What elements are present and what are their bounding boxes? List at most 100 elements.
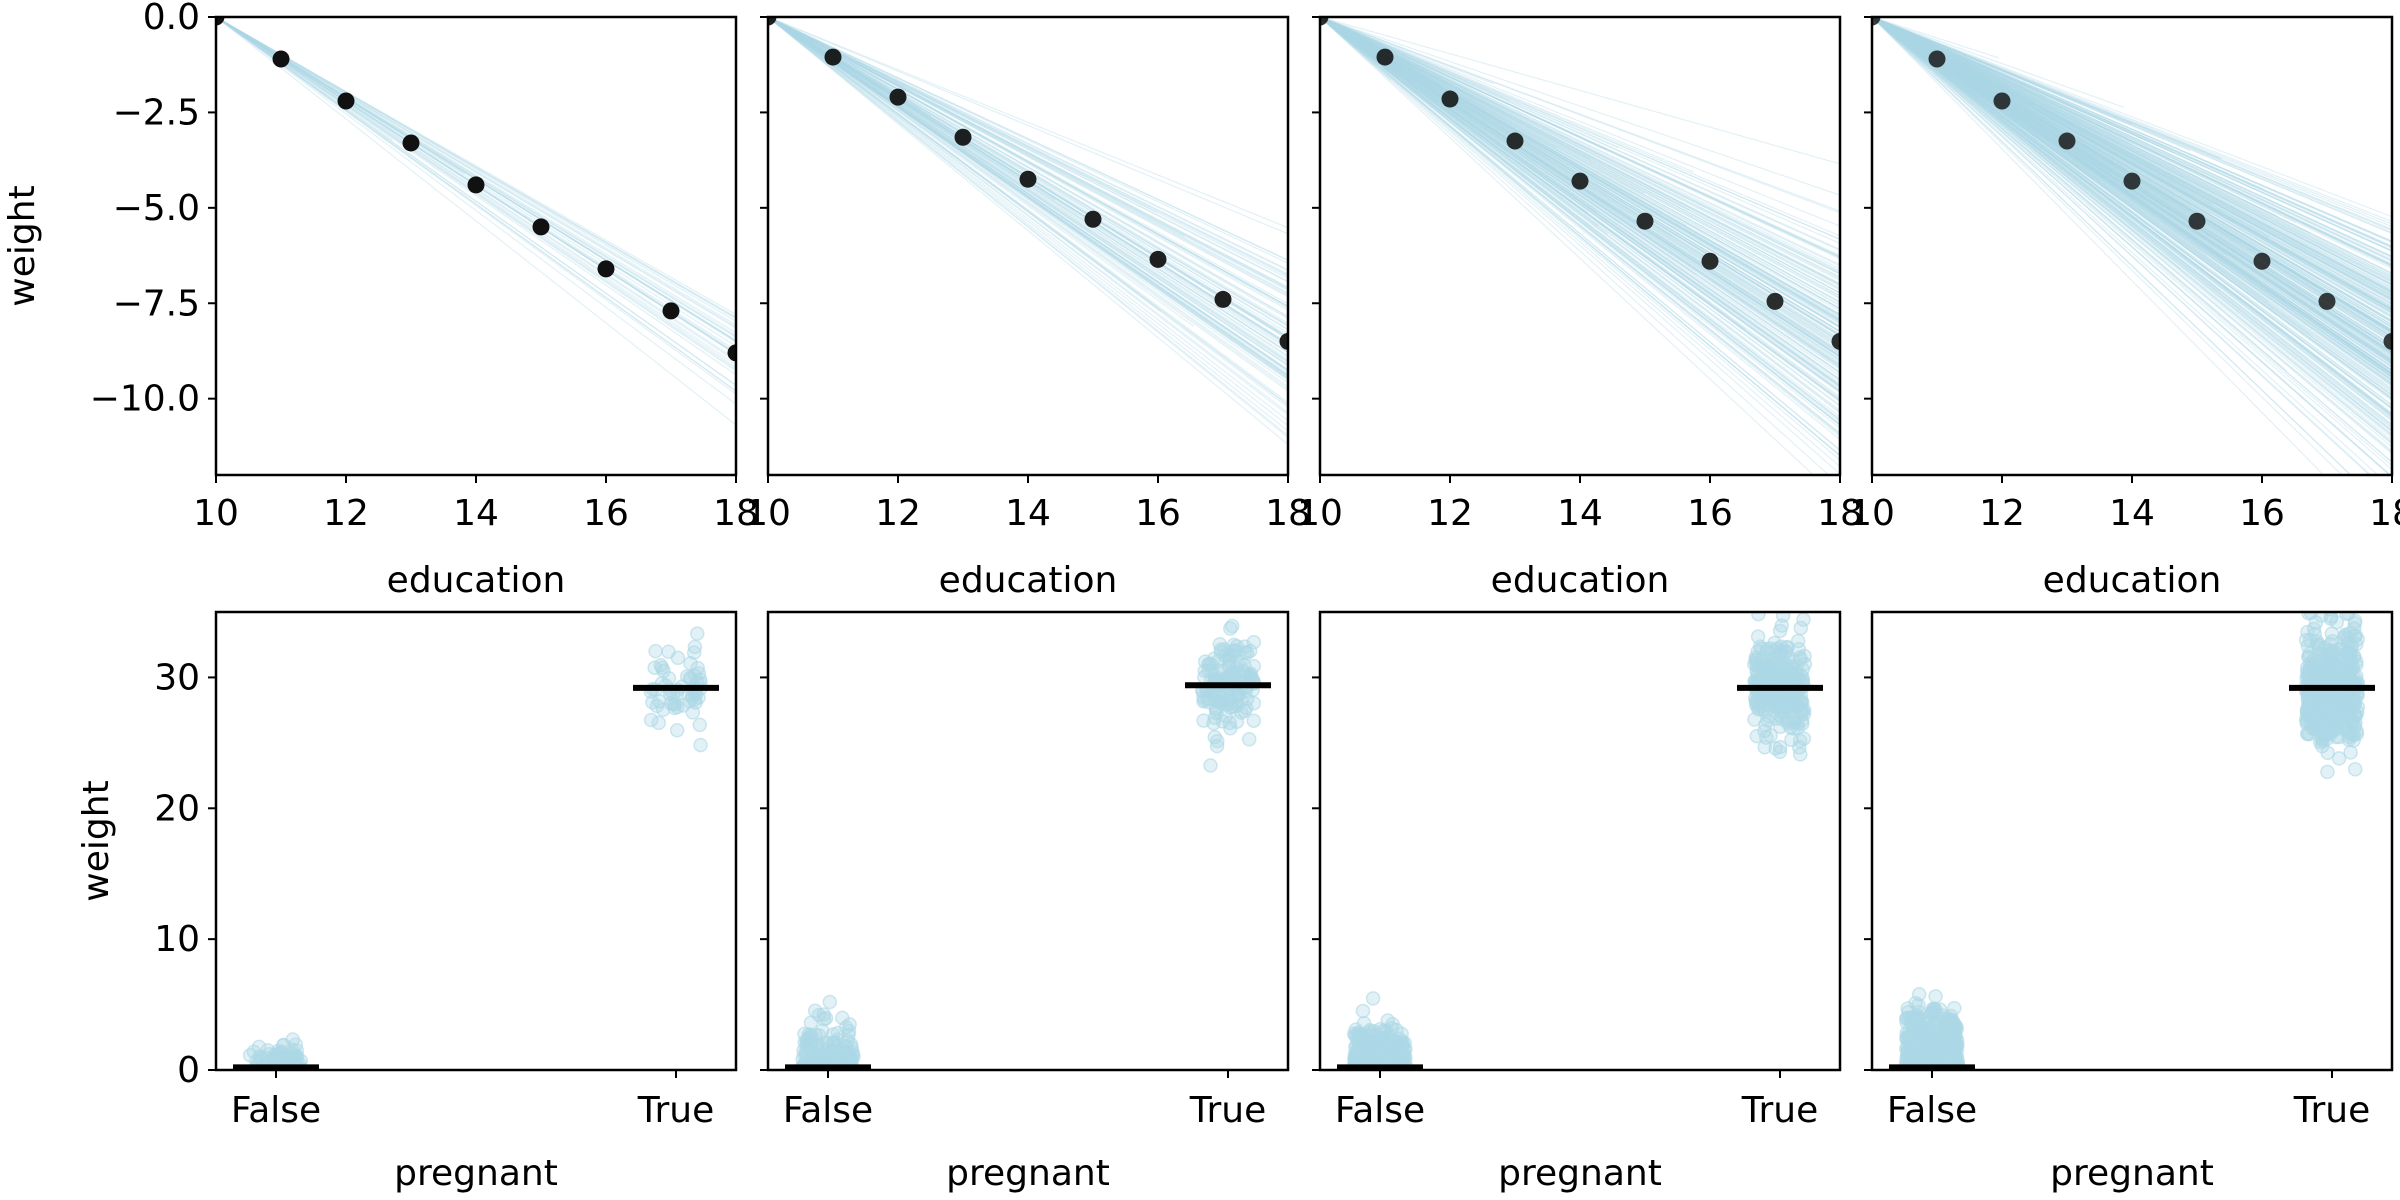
data-point <box>1394 1034 1410 1049</box>
sample-line <box>1872 17 2392 258</box>
sample-line <box>1320 17 1840 297</box>
sample-line <box>768 17 1288 376</box>
sample-line <box>1872 17 2392 288</box>
sample-line <box>1320 17 1840 423</box>
sample-line <box>1872 17 2392 227</box>
sample-line <box>1872 17 2294 312</box>
data-point <box>2309 634 2325 649</box>
sample-line <box>1872 17 2392 368</box>
data-point <box>1945 1044 1961 1059</box>
data-point <box>1913 1018 1928 1034</box>
sample-line <box>768 17 1288 264</box>
sample-line <box>768 17 1288 436</box>
sample-line <box>1872 17 2288 372</box>
sample-line <box>1872 17 2392 310</box>
sample-line <box>1872 17 2392 312</box>
sample-line <box>1872 17 2081 170</box>
sample-line <box>1872 17 2392 286</box>
sample-line <box>1872 17 2392 432</box>
sample-line <box>1872 17 2392 391</box>
y-tick-label: −10.0 <box>90 379 200 420</box>
sample-line <box>1320 17 1840 291</box>
sample-line <box>768 17 1288 427</box>
plot-area <box>1320 17 1840 475</box>
sample-line <box>1320 17 1840 322</box>
panel-top-4: 10 12 14 16 18 education <box>1849 15 2400 601</box>
data-point <box>1084 210 1102 228</box>
sample-line <box>1872 17 2392 259</box>
sample-line <box>1872 17 2392 277</box>
plot-area <box>768 17 1288 445</box>
sample-line <box>1872 17 2392 306</box>
sample-line <box>1320 17 1840 227</box>
sample-line <box>1872 17 2392 311</box>
sample-line <box>1872 17 2392 381</box>
sample-line <box>768 17 1288 384</box>
sample-line <box>768 17 1288 320</box>
sample-line <box>1872 17 2392 234</box>
sample-line <box>1320 17 1840 388</box>
sample-line <box>1872 17 2392 416</box>
sample-line <box>1872 17 2392 232</box>
sample-line <box>1320 17 1840 368</box>
data-point <box>835 1010 850 1026</box>
data-point <box>1210 663 1226 678</box>
sample-line <box>1872 17 2133 125</box>
sample-line <box>768 17 1288 277</box>
sample-line <box>768 17 1288 229</box>
data-point <box>2188 212 2206 230</box>
sample-line <box>768 17 1288 405</box>
sample-line <box>1872 17 2392 223</box>
x-axis-label: pregnant <box>2050 1153 2214 1194</box>
sample-line <box>1872 17 2392 399</box>
sample-line <box>1320 17 1840 365</box>
data-point <box>288 1049 304 1064</box>
sample-line <box>1872 17 2392 301</box>
sample-line <box>1872 17 2392 296</box>
sample-line <box>1872 17 2392 305</box>
sample-line <box>1872 17 2392 378</box>
data-point <box>1203 758 1218 773</box>
sample-line <box>1872 17 2392 300</box>
sample-line <box>1872 17 2392 308</box>
sample-line <box>1320 17 1840 328</box>
data-point <box>768 17 777 26</box>
sample-line <box>216 17 736 405</box>
sample-line <box>1320 17 1840 329</box>
data-point <box>1234 705 1249 720</box>
data-point <box>1376 48 1394 66</box>
sample-line <box>1320 17 1840 258</box>
sample-line <box>1872 17 2000 59</box>
sample-line <box>1320 17 1840 300</box>
sample-line <box>1320 17 1840 399</box>
data-point <box>1279 332 1288 350</box>
sample-line <box>1872 17 2222 160</box>
sample-line <box>1872 17 2392 366</box>
sample-line <box>1320 17 1830 475</box>
sample-line <box>1872 17 2392 452</box>
data-point <box>1831 332 1840 350</box>
panel-top-2: 10 12 14 16 18 education <box>745 15 1311 601</box>
data-point <box>654 660 670 675</box>
sample-line <box>1872 17 2392 322</box>
data-point <box>2383 332 2392 350</box>
sample-line <box>1872 17 2200 227</box>
sample-line <box>1320 17 1840 381</box>
data-point <box>830 1032 846 1047</box>
sample-line <box>1872 17 2392 261</box>
sample-line <box>1320 17 1840 373</box>
data-point <box>1775 612 1791 623</box>
sample-line <box>1320 17 1840 456</box>
sample-line <box>1872 17 2208 257</box>
x-tick-label: False <box>1335 1090 1425 1131</box>
sample-line <box>768 17 1288 414</box>
data-point <box>1751 612 1766 622</box>
sample-line <box>1320 17 1840 388</box>
data-point <box>670 650 686 666</box>
sample-line <box>1320 17 1840 426</box>
sample-line <box>1872 17 2392 420</box>
sample-line <box>1320 17 1840 451</box>
sample-line <box>1320 17 1840 214</box>
data-point <box>2347 718 2363 734</box>
sample-line <box>1872 17 2392 275</box>
